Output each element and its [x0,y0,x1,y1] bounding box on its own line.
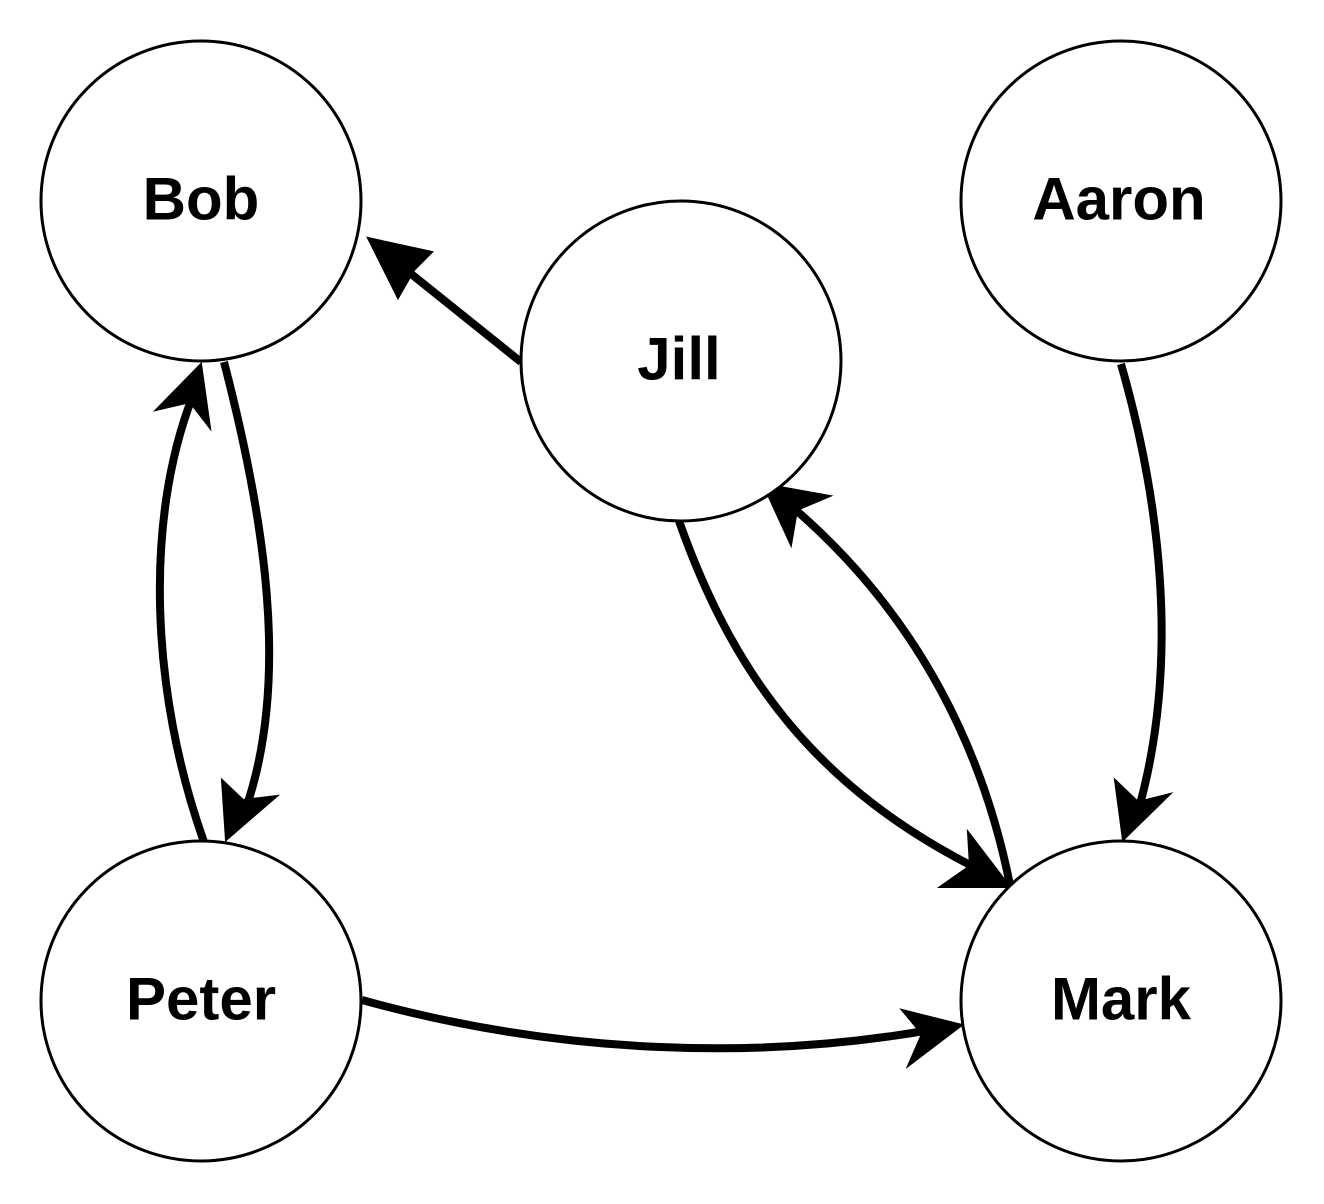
edge-mark-to-jill [761,482,1014,886]
arrowhead [936,828,1013,888]
node-jill: Jill [519,199,843,523]
arrowhead [220,777,281,843]
node-label-jill: Jill [637,326,720,393]
edge-peter-to-bob [152,361,212,844]
edge-line [397,261,524,366]
edge-line [675,519,982,874]
edge-line [360,996,931,1053]
arrowhead [899,1008,965,1070]
edge-jill-to-bob [366,236,524,366]
nodes-layer: Bob Jill Aaron Peter Mark [39,39,1283,1163]
node-mark: Mark [959,839,1283,1163]
edge-peter-to-mark [360,996,965,1070]
arrowhead [1113,777,1174,843]
node-circle [959,839,1283,1163]
edges-layer [152,236,1174,1070]
edge-line [1117,362,1166,810]
arrowhead [761,482,834,549]
edge-line [220,360,274,810]
node-label-peter: Peter [126,966,276,1033]
node-bob: Bob [39,39,363,363]
node-label-aaron: Aaron [1032,166,1205,233]
node-circle [39,839,363,1163]
node-label-bob: Bob [143,166,260,233]
node-circle [519,199,843,523]
node-aaron: Aaron [959,39,1283,363]
node-circle [39,39,363,363]
edge-jill-to-mark [675,519,1013,888]
node-peter: Peter [39,839,363,1163]
edge-bob-to-peter [220,360,281,843]
edge-line [155,396,208,844]
node-label-mark: Mark [1051,966,1192,1033]
arrowhead [366,236,435,301]
edge-line [787,501,1014,886]
arrowhead [152,361,212,432]
node-circle [959,39,1283,363]
edge-aaron-to-mark [1113,362,1174,843]
